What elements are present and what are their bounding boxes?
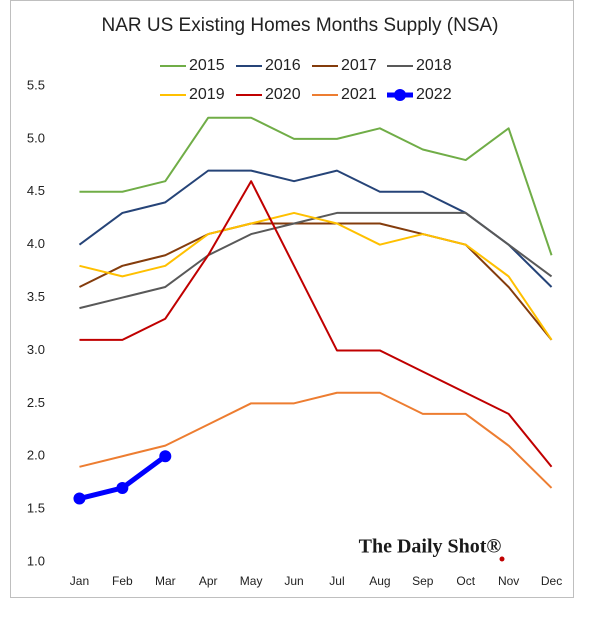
series-line [79,116,553,256]
series-line [79,391,553,489]
legend-label: 2018 [416,57,452,74]
series-line [79,180,553,468]
x-tick-label: Jun [284,574,303,588]
watermark: The Daily Shot® [359,536,502,558]
y-tick-label: 1.5 [27,501,45,516]
legend-label: 2016 [265,57,301,74]
watermark-dot [499,556,505,562]
y-tick-label: 2.5 [27,395,45,410]
y-tick-label: 3.0 [27,342,45,357]
chart-title: NAR US Existing Homes Months Supply (NSA… [101,15,498,36]
series-line [79,222,553,341]
legend-label: 2019 [189,86,225,103]
x-tick-label: Nov [498,574,519,588]
x-tick-label: Apr [199,574,218,588]
x-tick-label: Dec [541,574,562,588]
x-tick-label: Oct [456,574,475,588]
legend-label: 2017 [341,57,377,74]
x-tick-label: Jan [70,574,89,588]
series-marker [73,492,86,505]
x-tick-label: May [240,574,263,588]
x-tick-label: Feb [112,574,133,588]
x-tick-label: Aug [369,574,390,588]
x-tick-label: Jul [329,574,344,588]
series-marker [116,481,129,494]
y-tick-label: 2.0 [27,448,45,463]
series-line [79,211,553,341]
legend-marker [394,89,406,101]
y-tick-label: 3.5 [27,289,45,304]
series-marker [159,450,172,463]
x-tick-label: Mar [155,574,176,588]
legend-label: 2020 [265,86,301,103]
legend-label: 2021 [341,86,377,103]
y-tick-label: 4.0 [27,236,45,251]
y-tick-label: 1.0 [27,553,45,568]
y-tick-label: 5.5 [27,77,45,92]
legend-label: 2022 [416,86,452,103]
y-tick-label: 4.5 [27,183,45,198]
chart-frame [10,0,574,598]
legend-label: 2015 [189,57,225,74]
y-tick-label: 5.0 [27,130,45,145]
x-tick-label: Sep [412,574,434,588]
